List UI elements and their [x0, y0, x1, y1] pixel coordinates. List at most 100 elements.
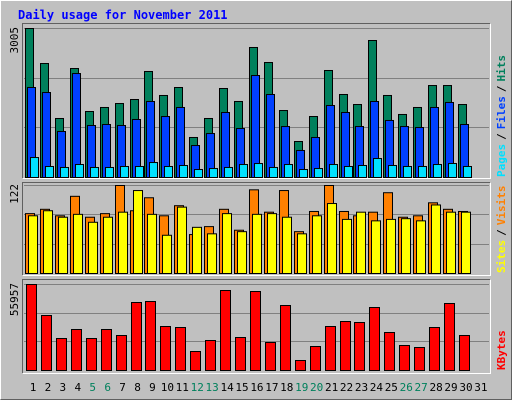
bar	[177, 206, 187, 274]
bar	[373, 158, 382, 179]
x-tick-label: 4	[74, 381, 81, 394]
bar	[356, 211, 366, 274]
bar	[399, 344, 410, 371]
x-tick-label: 3	[60, 381, 67, 394]
bar	[459, 335, 470, 371]
bar	[42, 92, 51, 178]
x-tick-label: 28	[429, 381, 442, 394]
bar	[269, 166, 278, 178]
bar	[388, 165, 397, 179]
bar	[160, 326, 171, 371]
bar	[401, 218, 411, 274]
bar	[90, 166, 99, 178]
bar	[267, 213, 277, 274]
legend: Pages / Files / Hits	[495, 55, 508, 177]
legend: KBytes	[495, 330, 508, 370]
bar	[416, 220, 426, 275]
bar	[358, 165, 367, 179]
bar	[254, 163, 263, 178]
bar	[310, 345, 321, 371]
bar	[369, 306, 380, 372]
bar	[220, 290, 231, 371]
bar	[116, 335, 127, 371]
x-tick-label: 18	[280, 381, 293, 394]
x-tick-label: 2	[45, 381, 52, 394]
bar	[446, 211, 456, 274]
x-tick-label: 1	[30, 381, 37, 394]
bar	[325, 326, 336, 371]
bar	[280, 305, 291, 371]
x-tick-label: 22	[340, 381, 353, 394]
bar	[448, 163, 457, 178]
x-tick-label: 24	[370, 381, 384, 394]
bevel	[22, 182, 491, 276]
legend-entry: Hits	[495, 55, 508, 82]
bar	[251, 75, 260, 178]
bar	[194, 169, 203, 178]
bar	[118, 211, 128, 274]
bar	[133, 190, 143, 274]
bar	[162, 234, 172, 274]
bar	[461, 211, 471, 274]
bar	[192, 226, 202, 274]
x-tick-label: 14	[220, 381, 234, 394]
y-tick-label: 122	[8, 184, 21, 204]
bar	[209, 168, 218, 178]
bar	[463, 165, 472, 178]
legend-separator: /	[495, 133, 508, 140]
bar	[414, 347, 425, 371]
x-tick-label: 29	[444, 381, 457, 394]
bar	[297, 233, 307, 274]
bevel	[22, 279, 491, 374]
bar	[429, 327, 440, 371]
x-tick-label: 13	[206, 381, 219, 394]
bar	[43, 210, 53, 274]
legend-entry: Pages	[495, 144, 508, 177]
bar	[418, 165, 427, 178]
bar	[58, 216, 68, 274]
x-tick-label: 5	[89, 381, 96, 394]
bar	[175, 327, 186, 371]
bar	[239, 164, 248, 179]
bar	[147, 213, 157, 275]
bar	[190, 350, 201, 372]
x-tick-label: 16	[250, 381, 263, 394]
bar	[222, 213, 232, 274]
bar	[237, 231, 247, 275]
x-tick-label: 10	[161, 381, 174, 394]
bar	[75, 164, 84, 179]
y-tick-label: 3005	[8, 27, 21, 54]
x-tick-label: 21	[325, 381, 338, 394]
bar	[340, 320, 351, 372]
bar	[224, 166, 233, 178]
x-tick-label: 8	[134, 381, 141, 394]
bar	[71, 329, 82, 372]
x-tick-label: 6	[104, 381, 111, 394]
legend-entry: Visits	[495, 186, 508, 226]
x-tick-label: 9	[149, 381, 156, 394]
bar	[88, 221, 98, 274]
bar	[120, 165, 129, 178]
bar	[86, 338, 97, 372]
bar	[73, 213, 83, 275]
bevel	[22, 23, 491, 179]
bar	[235, 336, 246, 372]
bar	[30, 157, 39, 179]
bar	[371, 220, 381, 275]
bar	[403, 165, 412, 178]
bar	[26, 284, 37, 371]
bar	[207, 233, 217, 274]
bar	[327, 203, 337, 275]
bar	[342, 218, 352, 275]
bar	[45, 165, 54, 178]
x-tick-label: 17	[265, 381, 278, 394]
bevel	[22, 182, 491, 276]
bar	[145, 300, 156, 372]
x-tick-label: 12	[191, 381, 204, 394]
x-tick-label: 23	[355, 381, 368, 394]
bar	[433, 164, 442, 179]
y-tick-label: 55957	[8, 283, 21, 316]
bar	[386, 218, 396, 275]
